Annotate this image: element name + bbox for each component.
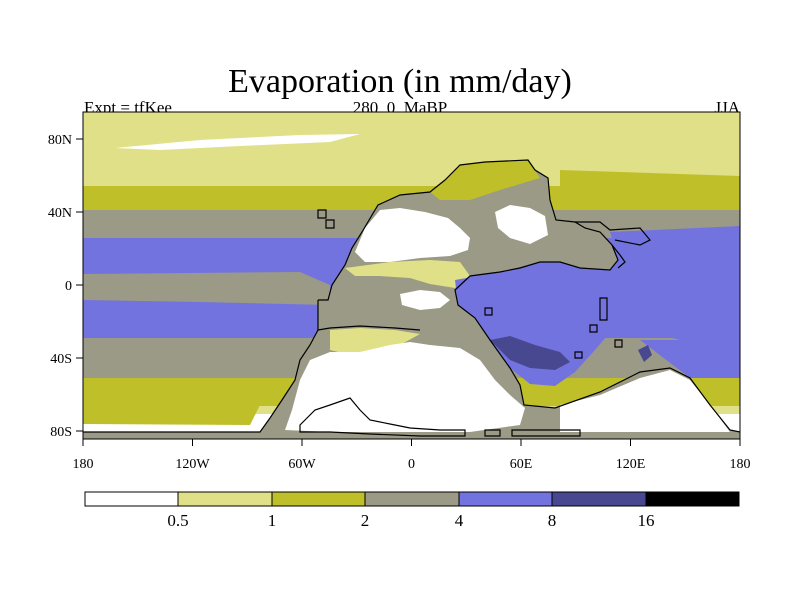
northeast-olive-strip <box>560 170 740 200</box>
island-2 <box>325 219 335 229</box>
land-yellow-south <box>330 328 420 355</box>
east-cape-coast <box>611 244 626 269</box>
colorbar-label-16: 16 <box>638 511 655 530</box>
west-coastline <box>83 300 319 433</box>
land-white-southeast <box>560 370 730 432</box>
lon-label-180e: 180 <box>730 457 751 472</box>
map-field <box>83 112 740 439</box>
land-yellow-belt <box>345 260 470 288</box>
lat-label-0: 0 <box>65 279 72 294</box>
ocean-west-gray <box>83 272 330 305</box>
lon-label-60e: 60E <box>510 457 533 472</box>
lon-label-120e: 120E <box>616 457 646 472</box>
antarctic-coast-3 <box>511 429 581 437</box>
colorbar: 0.5 1 2 4 8 16 <box>84 491 740 530</box>
land-olive-north <box>430 160 540 200</box>
map-title: Evaporation (in mm/day) <box>228 63 572 100</box>
lon-label-0: 0 <box>408 457 415 472</box>
south-east-blue <box>640 340 740 378</box>
ocean-southwest-olive <box>83 390 260 425</box>
lat-label-80s: 80S <box>50 425 72 440</box>
land-white-equatorial <box>400 290 450 310</box>
lat-label-80n: 80N <box>48 133 72 148</box>
axis-ticks <box>76 138 741 446</box>
colorbar-box-5 <box>458 491 553 507</box>
colorbar-label-4: 4 <box>455 511 464 530</box>
colorbar-box-4 <box>364 491 460 507</box>
island-6 <box>614 339 623 348</box>
colorbar-box-2 <box>177 491 273 507</box>
south-west-coast <box>317 325 421 331</box>
colorbar-box-1 <box>84 491 179 507</box>
lon-label-120w: 120W <box>175 457 210 472</box>
north-east-coast <box>575 221 651 246</box>
east-ocean-blue <box>610 226 740 345</box>
colorbar-label-8: 8 <box>548 511 557 530</box>
lat-label-40s: 40S <box>50 352 72 367</box>
antarctic-coast-2 <box>484 429 501 437</box>
arctic-white-patch <box>115 134 360 150</box>
antarctic-coast-1 <box>299 397 466 437</box>
island-3 <box>484 307 493 316</box>
lat-label-40n: 40N <box>48 206 72 221</box>
land-blue-equator <box>455 262 620 386</box>
colorbar-label-2: 2 <box>361 511 370 530</box>
island-4 <box>599 297 608 321</box>
land-white-north <box>355 208 470 262</box>
land-darkblue-max <box>490 336 570 370</box>
pangaea-coastline <box>318 159 741 433</box>
island-1 <box>317 209 327 219</box>
colorbar-box-7 <box>645 491 740 507</box>
lon-label-60w: 60W <box>288 457 316 472</box>
land-white-northeast <box>495 205 548 244</box>
coastlines <box>83 159 741 437</box>
colorbar-box-6 <box>551 491 647 507</box>
colorbar-box-3 <box>271 491 366 507</box>
island-7 <box>589 324 598 333</box>
colorbar-label-0-5: 0.5 <box>167 511 188 530</box>
land-white-south <box>285 342 525 432</box>
island-5 <box>574 351 583 359</box>
darkblue-spot-east <box>638 345 652 362</box>
colorbar-label-1: 1 <box>268 511 277 530</box>
lon-label-180w: 180 <box>73 457 94 472</box>
